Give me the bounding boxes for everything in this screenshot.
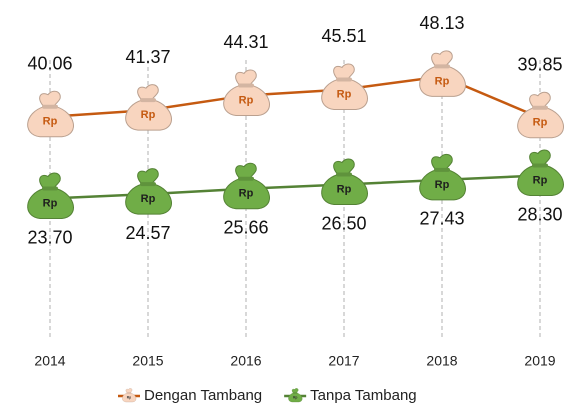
x-tick-label: 2017 <box>328 353 359 369</box>
money-bag: Rp <box>122 388 136 402</box>
bag-tie <box>42 105 58 109</box>
bag-top <box>530 92 551 107</box>
bag-top <box>236 70 257 85</box>
bag-top <box>292 388 298 393</box>
bag-text: Rp <box>435 179 450 191</box>
bag-tie <box>532 106 548 110</box>
bag-tie <box>127 392 132 393</box>
data-label: 24.57 <box>125 223 170 243</box>
data-label: 48.13 <box>419 13 464 33</box>
bag-text: Rp <box>141 193 156 205</box>
data-label: 26.50 <box>321 213 366 233</box>
bag-tie <box>434 168 450 172</box>
bag-tie <box>42 187 58 191</box>
x-tick-label: 2015 <box>132 353 163 369</box>
bag-top <box>334 159 355 174</box>
bag-text: Rp <box>337 88 352 100</box>
series-line <box>50 176 540 199</box>
bag-tie <box>336 173 352 177</box>
series-line <box>50 76 540 117</box>
chart: 2014 2015 2016 2017 2018 2019 Rp 40.06 Rp 41.37 Rp… <box>0 0 579 407</box>
bag-top <box>432 51 453 66</box>
money-bag: Rp <box>420 154 466 199</box>
data-label: 27.43 <box>419 209 464 229</box>
money-bag: Rp <box>322 64 368 109</box>
bag-top <box>236 163 257 178</box>
bag-text: Rp <box>533 174 548 186</box>
data-label: 25.66 <box>223 217 268 237</box>
bag-text: Rp <box>337 183 352 195</box>
data-label: 44.31 <box>223 32 268 52</box>
money-bag: Rp <box>126 85 172 130</box>
bag-top <box>126 388 132 393</box>
money-bag: Rp <box>126 169 172 214</box>
bag-tie <box>140 98 156 102</box>
bag-tie <box>140 182 156 186</box>
money-bag: Rp <box>28 91 74 136</box>
money-bag: Rp <box>322 159 368 204</box>
bag-top <box>40 173 61 188</box>
bag-tie <box>293 392 298 393</box>
bag-top <box>432 154 453 169</box>
money-bag: Rp <box>518 92 564 137</box>
bag-tie <box>532 164 548 168</box>
bag-top <box>138 169 159 184</box>
bag-text: Rp <box>435 75 450 87</box>
bag-text: Rp <box>533 117 548 129</box>
legend-label: Dengan Tambang <box>144 387 262 404</box>
bag-top <box>138 85 159 100</box>
bag-top <box>530 150 551 165</box>
money-bag: Rp <box>518 150 564 195</box>
bag-text: Rp <box>141 109 156 121</box>
bag-tie <box>336 77 352 81</box>
money-bag: Rp <box>28 173 74 218</box>
data-label: 23.70 <box>27 227 72 247</box>
data-label: 28.30 <box>517 204 562 224</box>
bag-text: Rp <box>239 94 254 106</box>
x-tick-label: 2019 <box>524 353 555 369</box>
bag-top <box>40 91 61 106</box>
bag-text: Rp <box>127 395 131 399</box>
x-tick-label: 2016 <box>230 353 261 369</box>
data-label: 45.51 <box>321 26 366 46</box>
bag-text: Rp <box>293 395 297 399</box>
money-bag: Rp <box>420 51 466 96</box>
money-bag: Rp <box>224 70 270 115</box>
bag-tie <box>238 83 254 87</box>
bag-text: Rp <box>239 188 254 200</box>
bag-tie <box>434 64 450 68</box>
bag-tie <box>238 177 254 181</box>
money-bag: Rp <box>288 388 302 402</box>
bag-text: Rp <box>43 197 58 209</box>
data-label: 40.06 <box>27 53 72 73</box>
data-label: 41.37 <box>125 47 170 67</box>
bag-text: Rp <box>43 116 58 128</box>
money-bag: Rp <box>224 163 270 208</box>
x-tick-label: 2018 <box>426 353 457 369</box>
data-label: 39.85 <box>517 55 562 75</box>
x-tick-label: 2014 <box>34 353 65 369</box>
bag-top <box>334 64 355 79</box>
legend-label: Tanpa Tambang <box>310 387 416 404</box>
